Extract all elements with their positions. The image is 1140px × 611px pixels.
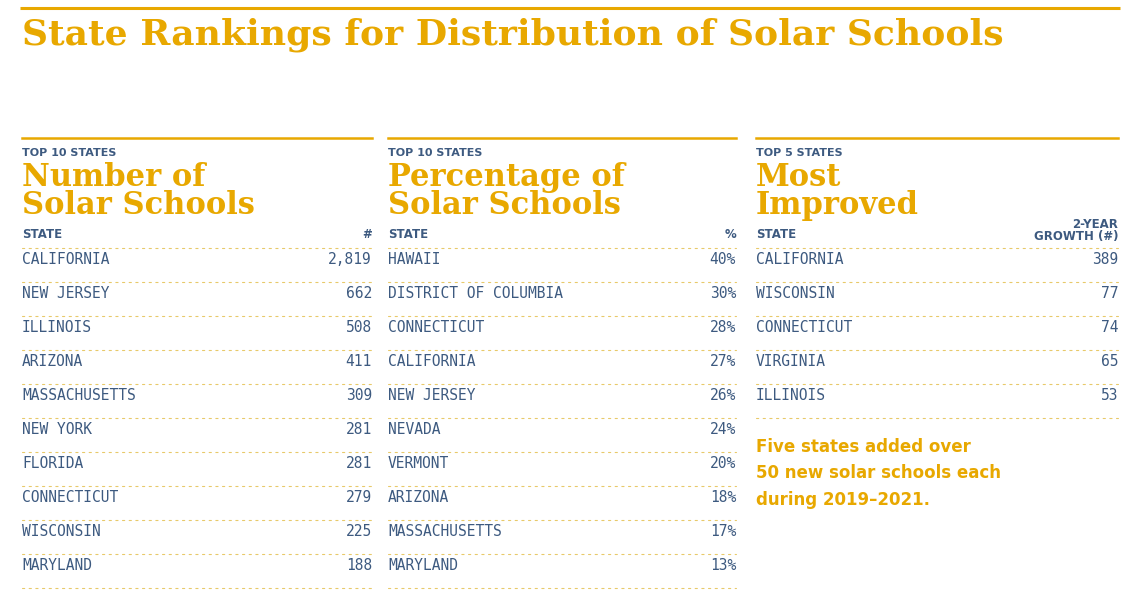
Text: Solar Schools: Solar Schools (22, 190, 255, 221)
Text: 77: 77 (1100, 286, 1118, 301)
Text: NEW YORK: NEW YORK (22, 422, 92, 437)
Text: 279: 279 (345, 490, 372, 505)
Text: CALIFORNIA: CALIFORNIA (388, 354, 475, 369)
Text: Number of: Number of (22, 162, 205, 193)
Text: 309: 309 (345, 388, 372, 403)
Text: 508: 508 (345, 320, 372, 335)
Text: 18%: 18% (710, 490, 736, 505)
Text: NEVADA: NEVADA (388, 422, 440, 437)
Text: %: % (724, 228, 736, 241)
Text: ARIZONA: ARIZONA (388, 490, 449, 505)
Text: ILLINOIS: ILLINOIS (756, 388, 826, 403)
Text: VERMONT: VERMONT (388, 456, 449, 471)
Text: 411: 411 (345, 354, 372, 369)
Text: 53: 53 (1100, 388, 1118, 403)
Text: Improved: Improved (756, 190, 919, 221)
Text: HAWAII: HAWAII (388, 252, 440, 267)
Text: STATE: STATE (756, 228, 796, 241)
Text: ILLINOIS: ILLINOIS (22, 320, 92, 335)
Text: Five states added over
50 new solar schools each
during 2019–2021.: Five states added over 50 new solar scho… (756, 438, 1001, 509)
Text: 74: 74 (1100, 320, 1118, 335)
Text: 30%: 30% (710, 286, 736, 301)
Text: CALIFORNIA: CALIFORNIA (22, 252, 109, 267)
Text: 26%: 26% (710, 388, 736, 403)
Text: MASSACHUSETTS: MASSACHUSETTS (388, 524, 502, 539)
Text: VIRGINIA: VIRGINIA (756, 354, 826, 369)
Text: 281: 281 (345, 422, 372, 437)
Text: WISCONSIN: WISCONSIN (756, 286, 834, 301)
Text: 28%: 28% (710, 320, 736, 335)
Text: Most: Most (756, 162, 841, 193)
Text: 2,819: 2,819 (328, 252, 372, 267)
Text: DISTRICT OF COLUMBIA: DISTRICT OF COLUMBIA (388, 286, 563, 301)
Text: CONNECTICUT: CONNECTICUT (388, 320, 484, 335)
Text: ARIZONA: ARIZONA (22, 354, 83, 369)
Text: CONNECTICUT: CONNECTICUT (756, 320, 853, 335)
Text: CONNECTICUT: CONNECTICUT (22, 490, 119, 505)
Text: 40%: 40% (710, 252, 736, 267)
Text: Percentage of: Percentage of (388, 162, 625, 193)
Text: 662: 662 (345, 286, 372, 301)
Text: 27%: 27% (710, 354, 736, 369)
Text: 17%: 17% (710, 524, 736, 539)
Text: 281: 281 (345, 456, 372, 471)
Text: 225: 225 (345, 524, 372, 539)
Text: 389: 389 (1092, 252, 1118, 267)
Text: Solar Schools: Solar Schools (388, 190, 621, 221)
Text: CALIFORNIA: CALIFORNIA (756, 252, 844, 267)
Text: MARYLAND: MARYLAND (22, 558, 92, 573)
Text: 13%: 13% (710, 558, 736, 573)
Text: State Rankings for Distribution of Solar Schools: State Rankings for Distribution of Solar… (22, 18, 1003, 53)
Text: #: # (363, 228, 372, 241)
Text: NEW JERSEY: NEW JERSEY (388, 388, 475, 403)
Text: STATE: STATE (388, 228, 429, 241)
Text: TOP 10 STATES: TOP 10 STATES (22, 148, 116, 158)
Text: TOP 10 STATES: TOP 10 STATES (388, 148, 482, 158)
Text: 2-YEAR: 2-YEAR (1072, 218, 1118, 231)
Text: 24%: 24% (710, 422, 736, 437)
Text: FLORIDA: FLORIDA (22, 456, 83, 471)
Text: 65: 65 (1100, 354, 1118, 369)
Text: STATE: STATE (22, 228, 62, 241)
Text: WISCONSIN: WISCONSIN (22, 524, 100, 539)
Text: MARYLAND: MARYLAND (388, 558, 458, 573)
Text: MASSACHUSETTS: MASSACHUSETTS (22, 388, 136, 403)
Text: TOP 5 STATES: TOP 5 STATES (756, 148, 842, 158)
Text: NEW JERSEY: NEW JERSEY (22, 286, 109, 301)
Text: 20%: 20% (710, 456, 736, 471)
Text: 188: 188 (345, 558, 372, 573)
Text: GROWTH (#): GROWTH (#) (1034, 230, 1118, 243)
